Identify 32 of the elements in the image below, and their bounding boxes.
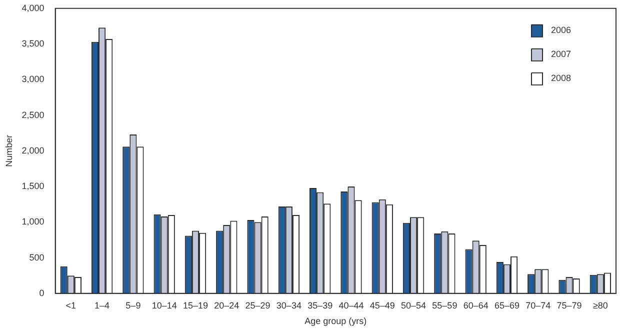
x-tick-label: 1–4 xyxy=(94,300,110,310)
x-tick-label: 25–29 xyxy=(245,300,270,310)
x-tick-label: 75–79 xyxy=(556,300,582,310)
x-tick-label: 45–49 xyxy=(370,300,395,310)
y-tick-label: 4,000 xyxy=(22,2,44,13)
y-tick-label: 500 xyxy=(29,252,44,262)
x-tick-label: 60–64 xyxy=(463,300,488,310)
x-tick-label: 35–39 xyxy=(308,300,333,310)
y-tick-label: 3,500 xyxy=(22,38,44,49)
x-tick-label: 15–19 xyxy=(182,300,208,310)
x-tick-label: 20–24 xyxy=(214,300,240,310)
y-tick-label: 1,500 xyxy=(22,181,44,192)
x-tick-label: 50–54 xyxy=(401,300,426,310)
legend-label: 2008 xyxy=(551,72,572,83)
x-axis-title: Age group (yrs) xyxy=(304,316,367,326)
x-tick-label: 30–34 xyxy=(276,300,302,310)
y-tick-label: 1,000 xyxy=(22,216,44,227)
x-tick-label: 70–74 xyxy=(526,300,551,310)
x-tick-label: 10–14 xyxy=(152,300,177,310)
x-tick-label: ≥80 xyxy=(592,300,608,310)
x-tick-label: 40–44 xyxy=(338,300,364,310)
x-tick-label: 55–59 xyxy=(432,300,458,310)
x-tick-label: 65–69 xyxy=(494,300,520,310)
x-tick-label: 5–9 xyxy=(126,300,141,310)
y-tick-label: 2,500 xyxy=(22,110,44,120)
legend-label: 2006 xyxy=(551,24,572,35)
y-axis-title: Number xyxy=(4,134,14,167)
legend-label: 2007 xyxy=(551,48,572,59)
y-tick-label: 3,000 xyxy=(22,74,44,84)
y-tick-label: 2,000 xyxy=(22,145,44,156)
x-tick-label: <1 xyxy=(66,300,76,310)
y-tick-label: 0 xyxy=(39,288,44,298)
